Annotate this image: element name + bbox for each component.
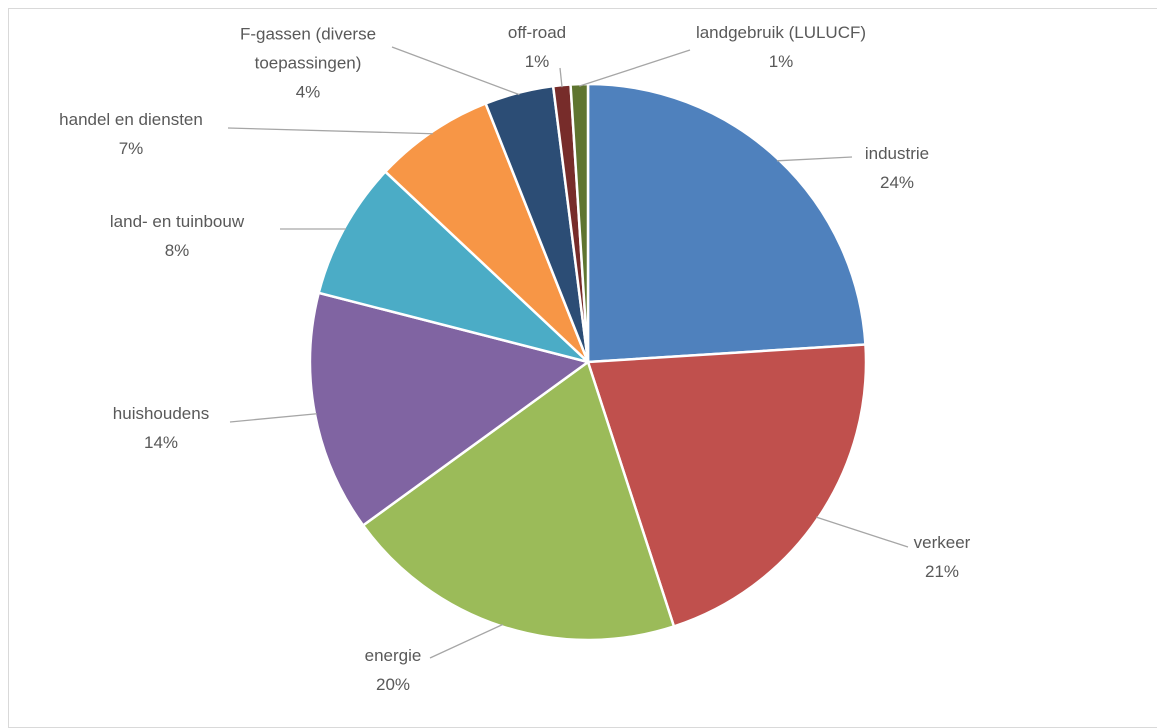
slice-percent: 24% [827,168,967,197]
slice-name: handel en diensten [21,105,241,134]
slice-name: F-gassen (diverse toepassingen) [208,20,408,78]
data-label: F-gassen (diverse toepassingen)4% [208,20,408,107]
leader-line [230,414,317,422]
slice-name: energie [333,641,453,670]
leader-line [228,128,433,134]
slice-name: landgebruik (LULUCF) [661,18,901,47]
slice-name: industrie [827,139,967,168]
slice-percent: 1% [661,47,901,76]
slice-percent: 20% [333,670,453,699]
slice-name: huishoudens [81,399,241,428]
data-label: landgebruik (LULUCF)1% [661,18,901,76]
slice-percent: 14% [81,428,241,457]
slice-percent: 1% [487,47,587,76]
slice-name: land- en tuinbouw [67,207,287,236]
pie-slice [588,84,865,362]
slice-percent: 7% [21,134,241,163]
slice-name: off-road [487,18,587,47]
slice-percent: 21% [882,557,1002,586]
slice-percent: 4% [208,78,408,107]
slice-name: verkeer [882,528,1002,557]
slice-percent: 8% [67,236,287,265]
